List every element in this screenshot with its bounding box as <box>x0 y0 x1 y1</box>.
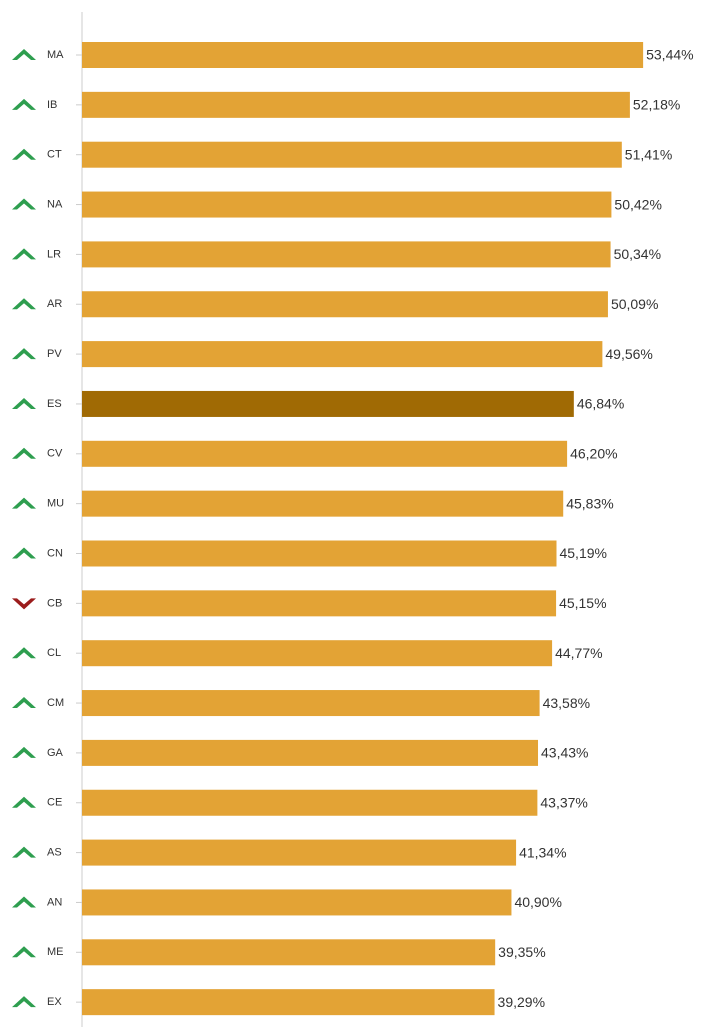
value-label: 45,15% <box>559 595 606 611</box>
trend-icon <box>12 98 36 110</box>
trend-icon <box>12 298 36 310</box>
category-label: AN <box>47 896 62 908</box>
value-label: 50,09% <box>611 296 658 312</box>
trend-icon <box>12 148 36 160</box>
category-label: CE <box>47 797 62 809</box>
trend-icon <box>12 547 36 559</box>
value-label: 45,83% <box>566 495 613 511</box>
category-label: CT <box>47 149 62 161</box>
value-label: 41,34% <box>519 844 566 860</box>
category-label: CM <box>47 697 64 709</box>
bar <box>82 42 644 68</box>
trend-icon <box>12 796 36 808</box>
trend-icon <box>12 946 36 958</box>
bar <box>82 341 603 368</box>
category-label: NA <box>47 198 63 210</box>
value-label: 51,41% <box>625 146 672 162</box>
trend-icon <box>12 598 36 610</box>
value-label: 53,44% <box>646 47 693 63</box>
category-label: CN <box>47 547 63 559</box>
category-label: AS <box>47 847 62 859</box>
value-label: 52,18% <box>633 97 680 113</box>
trend-icon <box>12 49 36 60</box>
bar <box>82 789 538 816</box>
bar <box>82 241 611 268</box>
trend-icon <box>12 697 36 709</box>
bar <box>82 839 517 866</box>
bar <box>82 739 539 766</box>
category-label: LR <box>47 248 61 260</box>
trend-icon <box>12 497 36 509</box>
trend-icon <box>12 896 36 908</box>
value-label: 43,43% <box>541 745 588 761</box>
category-label: ME <box>47 946 64 958</box>
bar <box>82 889 512 916</box>
bar <box>82 640 553 667</box>
category-label: ES <box>47 398 62 410</box>
trend-icon <box>12 198 36 210</box>
category-label: CL <box>47 647 61 659</box>
bar <box>82 291 608 318</box>
category-label: GA <box>47 747 64 759</box>
bar <box>82 390 574 417</box>
category-label: MU <box>47 498 64 510</box>
value-label: 43,37% <box>540 794 587 810</box>
category-label: IB <box>47 99 57 111</box>
bar <box>82 690 540 717</box>
trend-icon <box>12 746 36 758</box>
value-label: 39,35% <box>498 944 545 960</box>
trend-icon <box>12 248 36 260</box>
value-label: 50,34% <box>614 246 661 262</box>
value-label: 40,90% <box>514 894 561 910</box>
bar <box>82 540 557 567</box>
bar <box>82 141 622 168</box>
trend-icon <box>12 447 36 459</box>
trend-icon <box>12 647 36 659</box>
bar <box>82 191 612 218</box>
category-label: EX <box>47 996 62 1008</box>
bar <box>82 91 630 118</box>
value-label: 43,58% <box>543 695 590 711</box>
trend-icon <box>12 996 36 1008</box>
value-label: 45,19% <box>559 545 606 561</box>
category-label: AR <box>47 298 62 310</box>
category-label: PV <box>47 348 62 360</box>
value-label: 50,42% <box>614 196 661 212</box>
value-label: 44,77% <box>555 645 602 661</box>
bar <box>82 989 495 1016</box>
value-label: 49,56% <box>605 346 652 362</box>
category-label: CB <box>47 597 62 609</box>
value-label: 46,84% <box>577 396 624 412</box>
trend-icon <box>12 397 36 409</box>
bar <box>82 440 568 467</box>
bar <box>82 939 496 966</box>
bar <box>82 590 557 617</box>
bar <box>82 490 564 517</box>
category-label: MA <box>47 49 64 61</box>
trend-icon <box>12 348 36 360</box>
category-label: CV <box>47 448 63 460</box>
value-label: 39,29% <box>498 994 545 1010</box>
trend-icon <box>12 846 36 858</box>
value-label: 46,20% <box>570 446 617 462</box>
